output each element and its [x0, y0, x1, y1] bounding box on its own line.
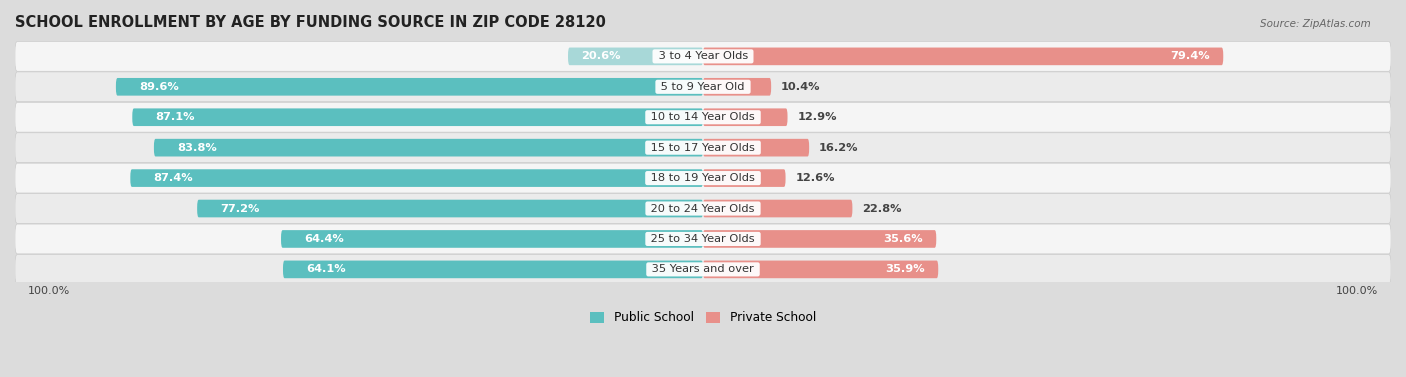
Text: 79.4%: 79.4% [1171, 51, 1211, 61]
Text: 20 to 24 Year Olds: 20 to 24 Year Olds [647, 204, 759, 213]
FancyBboxPatch shape [15, 102, 1391, 132]
FancyBboxPatch shape [131, 169, 703, 187]
Text: 77.2%: 77.2% [221, 204, 260, 213]
Text: Source: ZipAtlas.com: Source: ZipAtlas.com [1260, 19, 1371, 29]
Text: 12.6%: 12.6% [796, 173, 835, 183]
Text: 20.6%: 20.6% [581, 51, 620, 61]
Text: 83.8%: 83.8% [177, 143, 217, 153]
Text: 35 Years and over: 35 Years and over [648, 264, 758, 274]
Text: 16.2%: 16.2% [818, 143, 859, 153]
FancyBboxPatch shape [197, 200, 703, 218]
FancyBboxPatch shape [15, 72, 1391, 102]
Text: 100.0%: 100.0% [1336, 286, 1378, 296]
FancyBboxPatch shape [15, 133, 1391, 162]
Text: 22.8%: 22.8% [862, 204, 901, 213]
Text: 10.4%: 10.4% [780, 82, 821, 92]
FancyBboxPatch shape [15, 224, 1391, 254]
Text: 64.4%: 64.4% [304, 234, 343, 244]
Text: 3 to 4 Year Olds: 3 to 4 Year Olds [655, 51, 751, 61]
Text: 35.9%: 35.9% [886, 264, 925, 274]
FancyBboxPatch shape [153, 139, 703, 156]
FancyBboxPatch shape [15, 41, 1391, 71]
FancyBboxPatch shape [703, 109, 787, 126]
Text: SCHOOL ENROLLMENT BY AGE BY FUNDING SOURCE IN ZIP CODE 28120: SCHOOL ENROLLMENT BY AGE BY FUNDING SOUR… [15, 15, 606, 30]
Text: 87.4%: 87.4% [153, 173, 193, 183]
Text: 100.0%: 100.0% [28, 286, 70, 296]
FancyBboxPatch shape [568, 48, 703, 65]
FancyBboxPatch shape [703, 200, 852, 218]
FancyBboxPatch shape [281, 230, 703, 248]
Text: 87.1%: 87.1% [155, 112, 194, 122]
Text: 15 to 17 Year Olds: 15 to 17 Year Olds [647, 143, 759, 153]
Text: 18 to 19 Year Olds: 18 to 19 Year Olds [647, 173, 759, 183]
FancyBboxPatch shape [15, 163, 1391, 193]
FancyBboxPatch shape [283, 261, 703, 278]
Text: 64.1%: 64.1% [307, 264, 346, 274]
Text: 35.6%: 35.6% [883, 234, 924, 244]
FancyBboxPatch shape [15, 254, 1391, 284]
FancyBboxPatch shape [703, 261, 938, 278]
Text: 5 to 9 Year Old: 5 to 9 Year Old [658, 82, 748, 92]
FancyBboxPatch shape [703, 230, 936, 248]
FancyBboxPatch shape [132, 109, 703, 126]
FancyBboxPatch shape [703, 139, 808, 156]
FancyBboxPatch shape [703, 48, 1223, 65]
Text: 89.6%: 89.6% [139, 82, 179, 92]
FancyBboxPatch shape [115, 78, 703, 96]
Text: 10 to 14 Year Olds: 10 to 14 Year Olds [647, 112, 759, 122]
FancyBboxPatch shape [703, 169, 786, 187]
Text: 25 to 34 Year Olds: 25 to 34 Year Olds [647, 234, 759, 244]
FancyBboxPatch shape [15, 194, 1391, 224]
Text: 12.9%: 12.9% [797, 112, 837, 122]
FancyBboxPatch shape [703, 78, 770, 96]
Legend: Public School, Private School: Public School, Private School [585, 307, 821, 329]
